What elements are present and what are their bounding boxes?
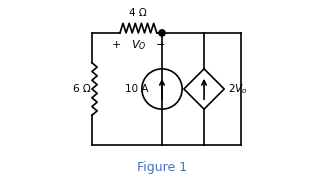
Text: $V_O$: $V_O$ <box>131 38 146 52</box>
Text: 10 A: 10 A <box>125 84 148 94</box>
Circle shape <box>159 30 165 36</box>
Text: 4 Ω: 4 Ω <box>130 8 147 18</box>
Text: 6 Ω: 6 Ω <box>74 84 91 94</box>
Text: +: + <box>112 40 121 50</box>
Text: $2V_o$: $2V_o$ <box>228 82 248 96</box>
Text: Figure 1: Figure 1 <box>137 161 187 174</box>
Text: −: − <box>156 40 165 50</box>
